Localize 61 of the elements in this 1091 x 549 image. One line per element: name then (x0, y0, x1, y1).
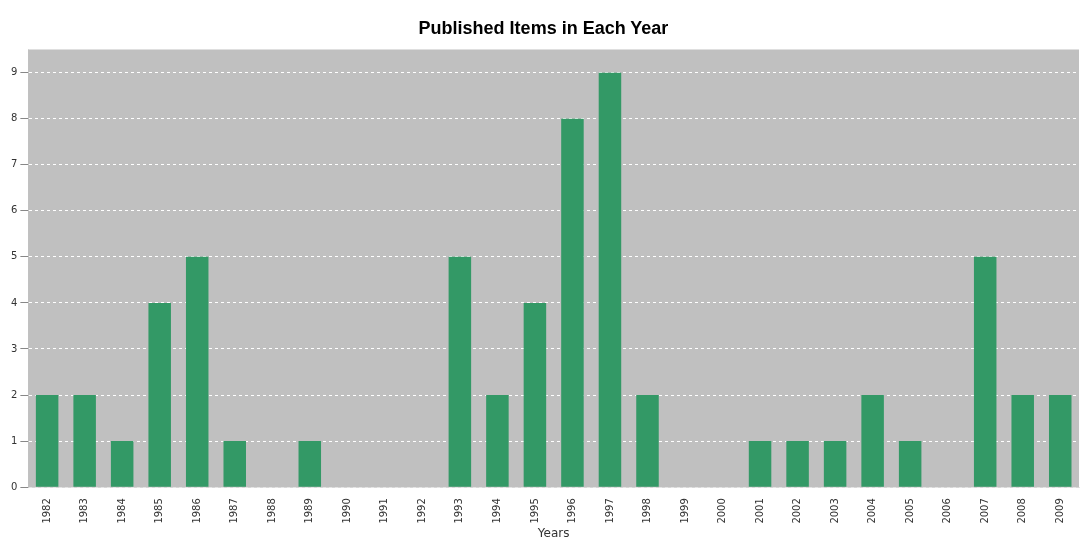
bar (861, 395, 884, 487)
bar (561, 118, 584, 487)
x-tick-label: 1995 (528, 498, 540, 524)
x-tick-label: 1988 (265, 498, 277, 524)
x-tick-label: 2004 (866, 498, 878, 524)
bar (823, 441, 847, 487)
x-tick-label: 2008 (1016, 498, 1028, 524)
bar (486, 395, 509, 487)
bar (448, 256, 472, 487)
y-tick-label: 9 (10, 66, 18, 78)
y-tick-label: 8 (10, 112, 18, 124)
x-tick-label: 1982 (40, 498, 52, 524)
bar (973, 256, 997, 487)
chart-title: Published Items in Each Year (418, 17, 669, 38)
x-tick-label: 1990 (340, 498, 352, 524)
bar (1048, 395, 1072, 487)
bar (298, 441, 322, 487)
x-tick-label: 1993 (453, 498, 465, 524)
x-tick-label: 2000 (716, 498, 728, 524)
x-tick-label: 1999 (678, 498, 690, 524)
y-tick-label: 0 (10, 480, 18, 492)
x-tick-label: 2002 (791, 498, 803, 524)
bar (598, 72, 622, 487)
x-tick-label: 2001 (753, 498, 765, 524)
x-tick-label: 1994 (490, 498, 502, 524)
bar (636, 395, 659, 487)
x-tick-label: 2005 (903, 498, 915, 524)
x-tick-label: 1984 (115, 498, 127, 524)
x-tick-label: 1998 (641, 498, 653, 524)
y-tick-label: 2 (10, 388, 18, 400)
x-tick-label: 1983 (78, 498, 90, 524)
bar (523, 302, 547, 487)
y-tick-label: 1 (10, 434, 18, 446)
bar (898, 441, 922, 487)
bar (73, 395, 96, 487)
y-tick-label: 5 (10, 250, 18, 262)
bar (148, 302, 171, 487)
x-tick-label: 2006 (941, 498, 953, 524)
bar (786, 441, 809, 487)
x-tick-label: 1991 (378, 498, 390, 524)
x-tick-label: 2009 (1053, 498, 1065, 524)
x-tick-label: 1996 (566, 498, 578, 524)
x-tick-label: 1992 (415, 498, 427, 524)
bar (223, 441, 246, 487)
x-tick-label: 1986 (190, 498, 202, 524)
y-tick-label: 7 (10, 158, 18, 170)
y-tick-label: 6 (10, 204, 18, 216)
y-tick-label: 3 (10, 342, 18, 354)
x-tick-label: 2003 (828, 498, 840, 524)
bar (110, 441, 134, 487)
x-tick-label: 1989 (303, 498, 315, 524)
bar (748, 441, 772, 487)
bar (1011, 395, 1034, 487)
bar (35, 395, 59, 487)
x-tick-label: 1985 (153, 498, 165, 524)
x-axis-title: Years (536, 525, 570, 540)
bar (185, 256, 209, 487)
y-tick-label: 4 (10, 296, 18, 308)
x-tick-label: 1997 (603, 498, 615, 524)
x-tick-label: 2007 (978, 498, 990, 524)
x-tick-label: 1987 (228, 498, 240, 524)
